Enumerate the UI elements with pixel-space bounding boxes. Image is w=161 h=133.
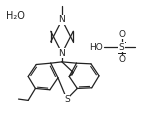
Text: O: O <box>118 55 125 64</box>
Text: N: N <box>59 15 65 24</box>
Text: HO: HO <box>89 43 103 52</box>
Text: N: N <box>59 49 65 58</box>
Text: O: O <box>118 30 125 39</box>
Text: S: S <box>119 43 124 52</box>
Text: H₂O: H₂O <box>6 11 25 21</box>
Text: S: S <box>64 95 70 104</box>
